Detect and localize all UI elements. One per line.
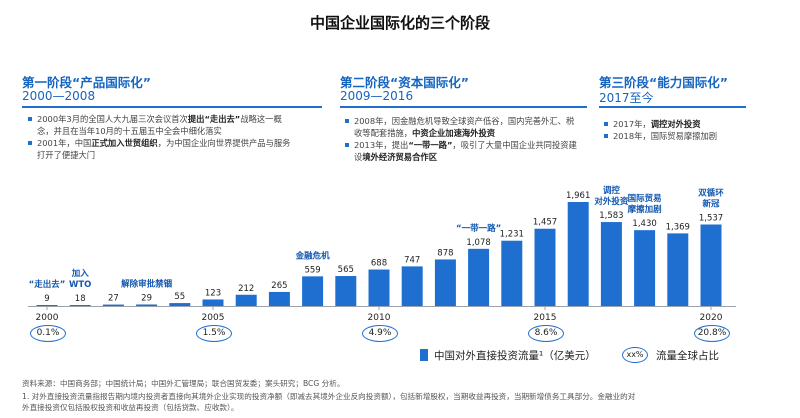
bar-2018 xyxy=(634,230,656,306)
annotation-2017-line-2: 对外投资 xyxy=(594,196,629,207)
value-label-2003: 29 xyxy=(141,293,152,303)
value-label-2004: 55 xyxy=(174,292,185,302)
annotation-2001-line-2: WTO xyxy=(69,280,91,290)
phase-1-title: 第一阶段“产品国际化” xyxy=(22,75,151,90)
value-label-2002: 27 xyxy=(108,294,119,304)
footnote-1-line-1: 1. 对外直接投资流量指报告期内境内投资者直接向其境外企业实现的投资净额（即减去… xyxy=(22,392,636,401)
annotation-2018-line-2: 摩擦加剧 xyxy=(627,204,662,215)
annotation-2001-line-1: 加入 xyxy=(71,268,90,279)
legend-oval-label: 流量全球占比 xyxy=(656,350,719,362)
phase-3-divider xyxy=(599,106,746,108)
x-tick-label-2015: 2015 xyxy=(534,313,557,323)
phase-3-years: 2017至今 xyxy=(599,91,654,105)
value-label-2011: 747 xyxy=(404,255,420,265)
bar-2004 xyxy=(169,303,191,306)
bar-2005 xyxy=(202,299,224,306)
value-label-2016: 1,961 xyxy=(566,191,590,201)
global-share-2010: 4.9% xyxy=(362,325,398,342)
value-label-2019: 1,369 xyxy=(666,222,690,232)
value-label-2017: 1,583 xyxy=(599,211,623,221)
legend-bar-swatch xyxy=(420,349,428,361)
annotation-2008-line-1: 金融危机 xyxy=(295,250,331,261)
bar-2010 xyxy=(368,269,390,306)
bar-2019 xyxy=(667,233,689,306)
x-tick-label-2020: 2020 xyxy=(700,313,723,323)
bar-2016 xyxy=(567,202,589,306)
annotation-2013-line-1: “一带一路” xyxy=(456,223,501,234)
global-share-2020: 20.8% xyxy=(694,325,730,342)
global-share-2015: 8.6% xyxy=(528,325,564,342)
value-label-2005: 123 xyxy=(205,288,221,298)
phase-1-bullet-2: 2001年，中国正式加入世贸组织，为中国企业向世界提供产品与服务打开了便捷大门 xyxy=(28,137,298,161)
phase-1-bullets: 2000年3月的全国人大九届三次会议首次提出“走出去”战略这一概念，并且在当年1… xyxy=(28,113,298,161)
annotation-2020-line-1: 双循环 xyxy=(698,187,724,198)
footnote-source: 资料来源：中国商务部；中国统计局；中国外汇管理局；联合国贸发委；案头研究；BCG… xyxy=(22,379,345,388)
bar-2014 xyxy=(501,240,523,306)
phase-3-bullets: 2017年，调控对外投资 2018年，国际贸易摩擦加剧 xyxy=(604,118,764,142)
annotation-2017-line-1: 调控 xyxy=(603,185,621,196)
bar-2013 xyxy=(468,248,490,306)
bar-2006 xyxy=(235,294,257,306)
value-label-2006: 212 xyxy=(238,284,254,294)
annotation-2003-line-1: 解除审批禁锢 xyxy=(121,278,173,289)
value-label-2015: 1,457 xyxy=(533,218,557,228)
legend-oval-swatch: xx% xyxy=(622,347,648,363)
bar-2015 xyxy=(534,228,556,306)
value-label-2010: 688 xyxy=(371,259,387,269)
phase-1-bullet-1: 2000年3月的全国人大九届三次会议首次提出“走出去”战略这一概念，并且在当年1… xyxy=(28,113,298,137)
bar-2003 xyxy=(136,304,158,306)
bar-2011 xyxy=(401,266,423,306)
footnote-1-line-2: 外直接投资仅包括股权投资和收益再投资（包括贷款、应收款）。 xyxy=(22,403,239,412)
phase-3-bullet-1: 2017年，调控对外投资 xyxy=(604,118,764,130)
bar-2009 xyxy=(335,276,357,306)
phase-2-bullet-1: 2008年，因金融危机导致全球资产低谷，国内完善外汇、税收等配套措施，中资企业加… xyxy=(345,115,580,139)
value-label-2012: 878 xyxy=(437,248,453,258)
phase-1-years: 2000—2008 xyxy=(22,89,96,103)
value-label-2014: 1,231 xyxy=(500,230,524,240)
annotation-2020-line-2: 新冠 xyxy=(702,198,720,209)
bar-2017 xyxy=(600,222,622,306)
value-label-2020: 1,537 xyxy=(699,213,723,223)
phase-2-title: 第二阶段“资本国际化” xyxy=(340,75,469,90)
global-share-2005: 1.5% xyxy=(196,325,232,342)
phase-2-bullet-2: 2013年，提出“一带一路”，吸引了大量中国企业共同投资建设境外经济贸易合作区 xyxy=(345,139,580,163)
global-share-2000: 0.1% xyxy=(30,325,66,342)
x-tick-label-2000: 2000 xyxy=(36,313,59,323)
bar-2000 xyxy=(36,305,58,306)
value-label-2000: 9 xyxy=(44,294,49,304)
x-tick-label-2010: 2010 xyxy=(368,313,391,323)
value-label-2001: 18 xyxy=(75,294,86,304)
phase-3-bullet-2: 2018年，国际贸易摩擦加剧 xyxy=(604,130,764,142)
value-label-2018: 1,430 xyxy=(632,219,656,229)
annotation-2000-line-1: “走出去” xyxy=(29,279,66,290)
phase-2-bullets: 2008年，因金融危机导致全球资产低谷，国内完善外汇、税收等配套措施，中资企业加… xyxy=(345,115,580,163)
value-label-2007: 265 xyxy=(271,281,287,291)
phase-1-divider xyxy=(22,106,322,108)
phase-2-years: 2009—2016 xyxy=(340,89,414,103)
bar-2020 xyxy=(700,224,722,306)
x-tick-label-2005: 2005 xyxy=(202,313,225,323)
bar-2002 xyxy=(102,304,124,306)
value-label-2013: 1,078 xyxy=(466,238,490,248)
annotation-2018-line-1: 国际贸易 xyxy=(628,193,662,204)
bar-2012 xyxy=(434,259,456,306)
bar-2008 xyxy=(302,276,324,306)
bar-2001 xyxy=(69,305,91,306)
phase-2-divider xyxy=(340,106,587,108)
value-label-2008: 559 xyxy=(304,265,320,275)
phase-3-title: 第三阶段“能力国际化” xyxy=(599,75,728,90)
legend-bar-label: 中国对外直接投资流量¹（亿美元） xyxy=(434,350,596,362)
value-label-2009: 565 xyxy=(338,265,354,275)
bar-2007 xyxy=(268,291,290,306)
page-title: 中国企业国际化的三个阶段 xyxy=(309,14,490,32)
